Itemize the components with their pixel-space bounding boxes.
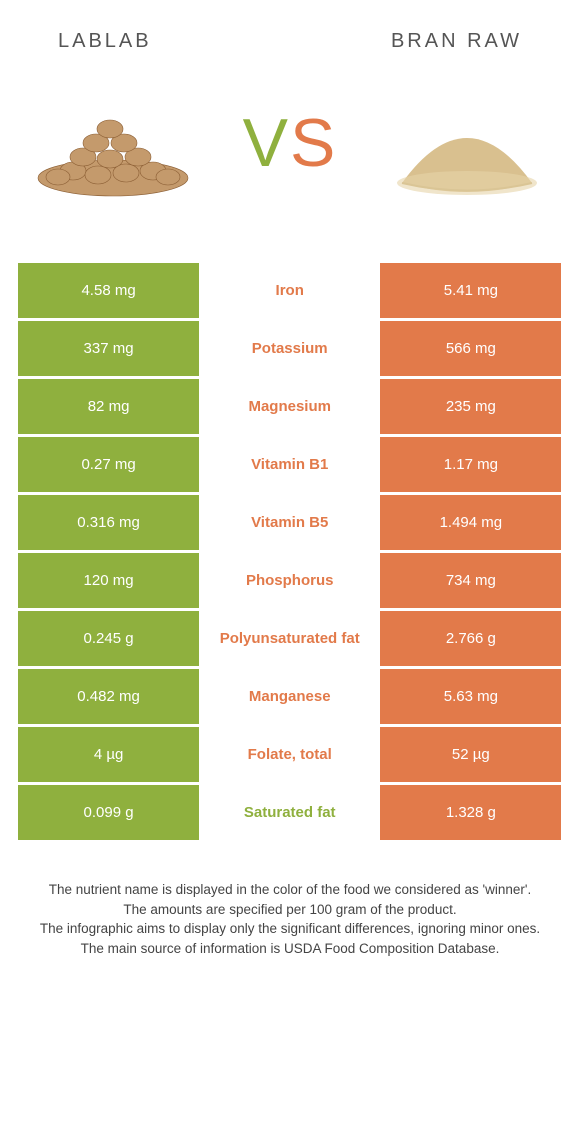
left-value-cell: 0.316 mg <box>18 495 199 550</box>
left-food-title: LABLAB <box>58 30 152 53</box>
vs-v-letter: V <box>243 105 290 181</box>
right-value-cell: 5.41 mg <box>380 263 561 318</box>
footnote-line: The main source of information is USDA F… <box>24 939 556 959</box>
table-row: 0.316 mgVitamin B51.494 mg <box>18 495 562 550</box>
right-value-cell: 1.494 mg <box>380 495 561 550</box>
right-value-cell: 1.17 mg <box>380 437 561 492</box>
table-row: 82 mgMagnesium235 mg <box>18 379 562 434</box>
left-food-image <box>28 83 198 203</box>
table-row: 4 µgFolate, total52 µg <box>18 727 562 782</box>
left-value-cell: 4 µg <box>18 727 199 782</box>
table-row: 0.27 mgVitamin B11.17 mg <box>18 437 562 492</box>
left-value-cell: 120 mg <box>18 553 199 608</box>
left-value-cell: 0.099 g <box>18 785 199 840</box>
table-row: 0.482 mgManganese5.63 mg <box>18 669 562 724</box>
right-value-cell: 5.63 mg <box>380 669 561 724</box>
right-value-cell: 2.766 g <box>380 611 561 666</box>
left-value-cell: 0.245 g <box>18 611 199 666</box>
images-row: VS <box>18 73 562 213</box>
left-value-cell: 4.58 mg <box>18 263 199 318</box>
nutrient-label: Phosphorus <box>199 553 380 608</box>
bran-icon <box>382 83 552 203</box>
footnotes: The nutrient name is displayed in the co… <box>18 880 562 958</box>
vs-label: VS <box>243 104 338 182</box>
right-value-cell: 52 µg <box>380 727 561 782</box>
right-value-cell: 1.328 g <box>380 785 561 840</box>
vs-s-letter: S <box>290 105 337 181</box>
nutrient-label: Vitamin B1 <box>199 437 380 492</box>
table-row: 120 mgPhosphorus734 mg <box>18 553 562 608</box>
right-value-cell: 734 mg <box>380 553 561 608</box>
nutrient-label: Saturated fat <box>199 785 380 840</box>
right-food-image <box>382 83 552 203</box>
left-value-cell: 0.27 mg <box>18 437 199 492</box>
nutrient-label: Folate, total <box>199 727 380 782</box>
right-value-cell: 235 mg <box>380 379 561 434</box>
table-row: 4.58 mgIron5.41 mg <box>18 263 562 318</box>
footnote-line: The amounts are specified per 100 gram o… <box>24 900 556 920</box>
table-row: 337 mgPotassium566 mg <box>18 321 562 376</box>
nutrient-label: Vitamin B5 <box>199 495 380 550</box>
comparison-table: 4.58 mgIron5.41 mg337 mgPotassium566 mg8… <box>18 263 562 840</box>
left-value-cell: 82 mg <box>18 379 199 434</box>
nutrient-label: Magnesium <box>199 379 380 434</box>
footnote-line: The infographic aims to display only the… <box>24 919 556 939</box>
beans-icon <box>28 83 198 203</box>
footnote-line: The nutrient name is displayed in the co… <box>24 880 556 900</box>
left-value-cell: 0.482 mg <box>18 669 199 724</box>
nutrient-label: Polyunsaturated fat <box>199 611 380 666</box>
right-food-title: BRAN RAW <box>391 30 522 53</box>
table-row: 0.245 gPolyunsaturated fat2.766 g <box>18 611 562 666</box>
table-row: 0.099 gSaturated fat1.328 g <box>18 785 562 840</box>
header-titles: LABLAB BRAN RAW <box>18 30 562 53</box>
nutrient-label: Manganese <box>199 669 380 724</box>
left-value-cell: 337 mg <box>18 321 199 376</box>
nutrient-label: Iron <box>199 263 380 318</box>
right-value-cell: 566 mg <box>380 321 561 376</box>
nutrient-label: Potassium <box>199 321 380 376</box>
